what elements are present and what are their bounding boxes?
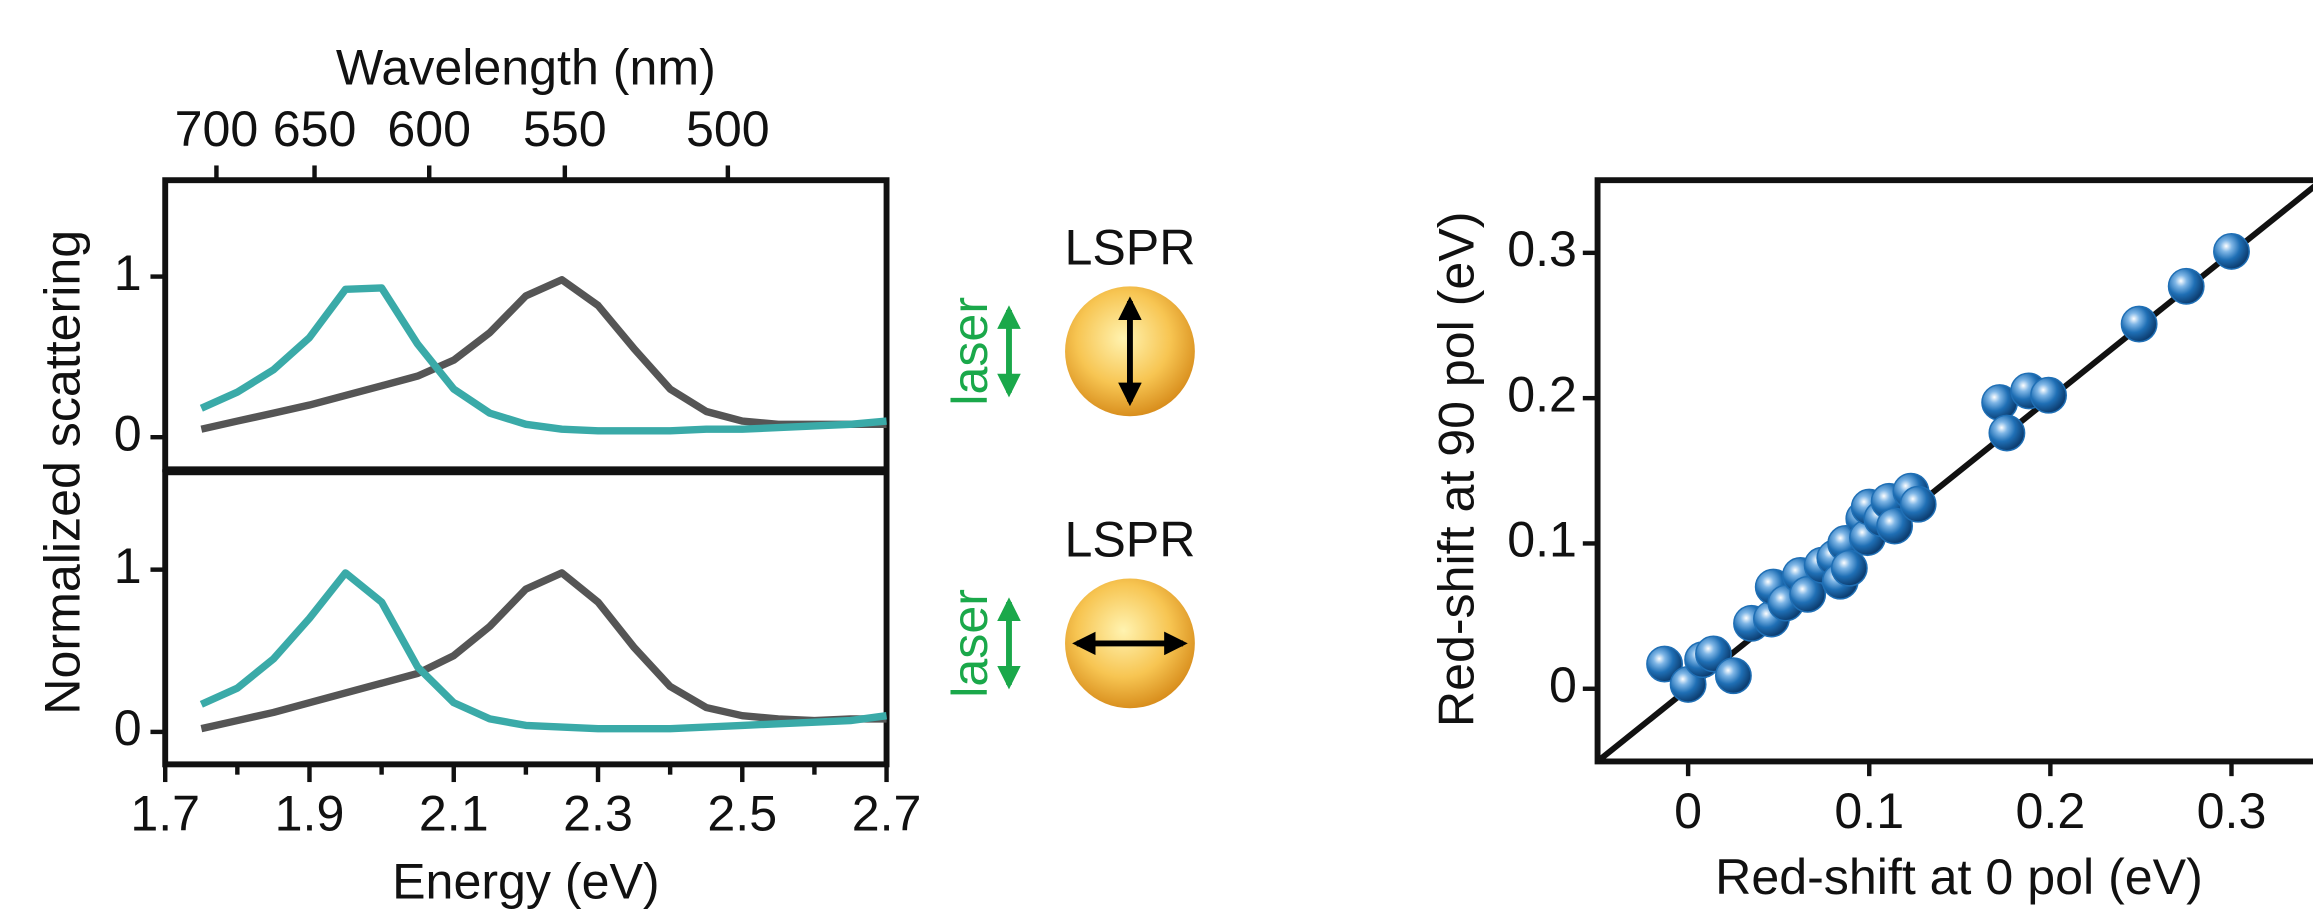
x-axis-label: Red-shift at 0 pol (eV) [1715, 849, 2203, 905]
spectrum-line [199, 284, 887, 435]
x-tick-label: 0 [1674, 783, 1702, 839]
data-point [2030, 376, 2067, 414]
y-tick-label: 0.1 [1507, 512, 1577, 568]
spectrum-line [200, 276, 887, 433]
data-point [1876, 507, 1914, 545]
spectrum-line [200, 569, 887, 733]
spectrum-line [199, 569, 888, 733]
y-axis-label: Normalized scattering [35, 230, 91, 715]
x-tick-label: 2.7 [852, 786, 922, 842]
x-tick-label: 1.9 [275, 786, 345, 842]
y-tick-label: 1 [114, 538, 142, 594]
y-tick-label: 0 [1549, 657, 1577, 713]
x-tick-label: 0.3 [2197, 783, 2267, 839]
lspr-label: LSPR [1064, 511, 1195, 567]
x2-tick-label: 550 [523, 101, 607, 157]
x-axis-label: Energy (eV) [392, 854, 660, 910]
data-point [2167, 267, 2205, 305]
laser-label: laser [942, 297, 998, 406]
x-tick-label: 2.1 [419, 786, 489, 842]
data-point [2120, 305, 2158, 343]
y-tick-label: 0.2 [1507, 366, 1577, 422]
data-point [1646, 645, 1684, 683]
x-tick-label: 2.3 [563, 786, 633, 842]
lspr-label: LSPR [1064, 219, 1195, 275]
x2-axis-label: Wavelength (nm) [336, 39, 716, 95]
data-point [1714, 657, 1752, 695]
y-tick-label: 0 [114, 700, 142, 756]
y-axis-label: Red-shift at 90 pol (eV) [1429, 212, 1485, 728]
plot-frame [1594, 177, 2313, 765]
x-tick-label: 1.7 [130, 786, 200, 842]
y-tick-label: 0.3 [1507, 221, 1577, 277]
y-tick-label: 1 [114, 245, 142, 301]
data-point [1988, 414, 2026, 452]
x-tick-label: 0.2 [2016, 783, 2086, 839]
data-point [2213, 232, 2250, 270]
x2-tick-label: 700 [175, 101, 259, 157]
x2-tick-label: 650 [273, 101, 357, 157]
laser-label: laser [942, 589, 998, 698]
x-tick-label: 2.5 [707, 786, 777, 842]
data-point [1899, 485, 1937, 523]
data-point [1830, 549, 1868, 587]
x2-tick-label: 600 [387, 101, 471, 157]
y-tick-label: 0 [114, 405, 142, 461]
x-tick-label: 0.1 [1834, 783, 1904, 839]
x2-tick-label: 500 [686, 101, 770, 157]
